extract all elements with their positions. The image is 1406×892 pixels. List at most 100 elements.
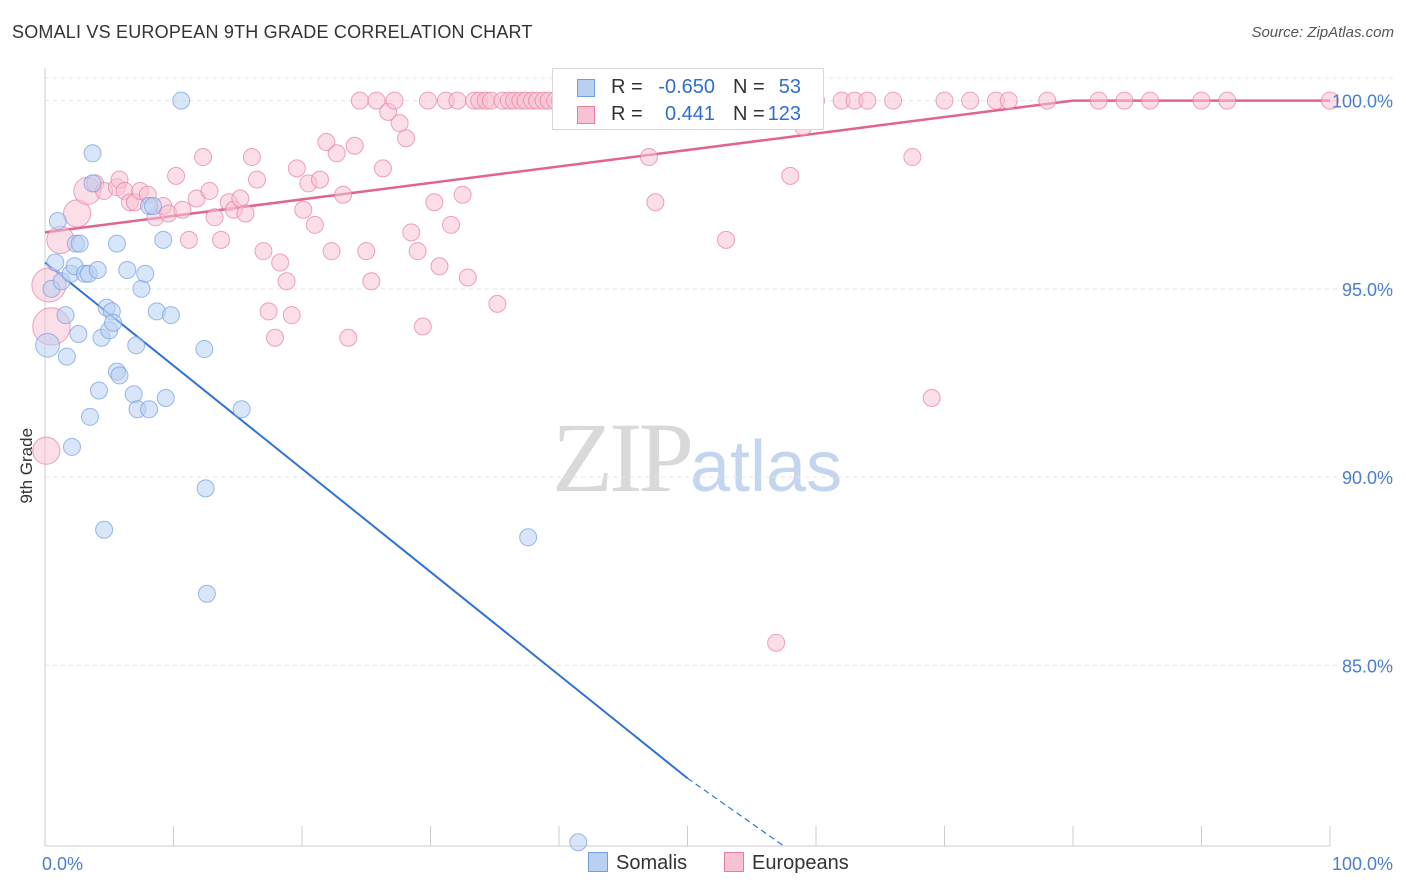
y-tick-label: 100.0% [1332,92,1393,112]
european-point [173,200,192,219]
european-point [858,91,877,110]
axes [44,68,1331,847]
tick-labels: 85.0% 90.0% 95.0% 100.0% 0.0% 100.0% 9th Grade [17,92,1393,874]
bottom-legend-europeans[interactable]: Europeans [724,852,849,875]
european-point [884,91,903,110]
somali-point [83,174,102,193]
european-point [1038,91,1057,110]
european-point [453,185,472,204]
somali-point [136,264,155,283]
somali-point [156,389,175,407]
european-point [362,272,381,291]
european-point [322,242,341,261]
european-point [1141,91,1160,110]
somali-point [232,400,251,419]
somali-point [83,144,102,163]
european-point [367,91,386,110]
y-axis-title: 9th Grade [17,428,36,504]
european-point [1192,91,1211,110]
somali-point [124,385,143,404]
somali-trend-line [44,261,689,780]
chart-title: SOMALI VS EUROPEAN 9TH GRADE CORRELATION… [12,22,533,42]
european-point [448,91,467,110]
european-point [397,129,416,148]
european-point [287,159,306,178]
legend-r-value: 0.441 [664,103,715,125]
european-point [390,114,409,133]
european-point [385,91,404,110]
somali-point [195,340,214,359]
european-point [1321,91,1339,110]
european-point [200,181,219,200]
somali-point [110,366,129,385]
legend-r-label: R = [611,103,643,125]
european-point [922,389,941,407]
european-point [488,294,507,313]
y-tick-label: 95.0% [1342,280,1393,300]
legend-row-europeans: R = 0.441 N = 123 [553,101,823,127]
europeans-legend-swatch [724,852,744,872]
european-point [282,306,301,325]
european-point [961,91,980,110]
somali-point [62,437,81,456]
y-tick-label: 90.0% [1342,468,1393,488]
european-point [194,148,213,167]
somali-point [57,347,76,366]
somali-point [35,332,60,358]
somali-point [88,261,107,279]
bottom-legend-somalis[interactable]: Somalis [588,852,687,875]
somali-point [104,313,123,332]
european-point [236,204,255,223]
european-point [408,242,427,261]
european-point [402,223,421,242]
european-point [430,257,449,276]
european-point [242,148,261,167]
european-point [179,230,198,249]
european-point [277,272,296,291]
european-point [266,328,285,347]
european-point [327,144,346,163]
somali-point [196,479,215,498]
somali-point [118,261,137,279]
somali-point [154,230,173,249]
european-point [1218,91,1237,110]
european-point [32,436,61,465]
european-point [212,230,231,249]
european-point [345,136,364,155]
somali-point [80,407,99,426]
somali-point [89,381,108,400]
european-point [1115,91,1134,110]
source-credit: Source: ZipAtlas.com [1251,24,1394,41]
somali-point [69,325,88,343]
european-point [254,242,273,261]
somali-point [56,306,75,325]
y-tick-label: 85.0% [1342,656,1393,676]
somali-point [107,234,126,253]
somali-point [95,520,114,539]
somali-trend-extension [687,777,785,847]
watermark-atlas: atlas [690,427,843,507]
european-point [271,253,290,272]
legend-n-value: 53 [778,76,801,98]
european-point [781,166,800,185]
european-point [418,91,437,110]
europeans-swatch [577,106,595,124]
somali-point [172,91,191,110]
european-point [458,268,477,287]
european-point [639,148,658,167]
legend-row-somalis: R = -0.650 N = 53 [553,74,823,100]
watermark-zip: ZIP [552,402,694,513]
somali-point [143,197,162,215]
legend-r-value: -0.650 [658,76,715,98]
watermark: ZIPatlas [552,400,842,515]
european-point [425,193,444,212]
european-point [935,91,954,110]
european-point [305,215,324,234]
european-point [646,193,665,212]
somalis-swatch [577,79,595,97]
european-point [413,317,432,336]
somali-point [140,400,159,419]
european-point [231,189,250,208]
legend-n-value: 123 [767,103,801,125]
